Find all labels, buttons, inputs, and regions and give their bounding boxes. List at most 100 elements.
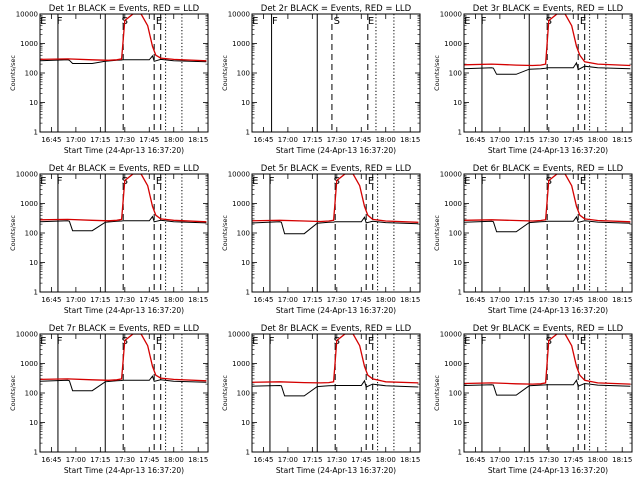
plot-frame bbox=[251, 173, 421, 293]
x-axis-label: Start Time (24-Apr-13 16:37:20) bbox=[488, 306, 608, 315]
x-tick-label: 18:00 bbox=[376, 456, 396, 464]
lld-series-line bbox=[40, 174, 207, 223]
panel-title: Det 1r BLACK = Events, RED = LLD bbox=[49, 4, 200, 14]
x-tick-label: 18:15 bbox=[612, 136, 632, 144]
y-tick-label: 10 bbox=[29, 259, 38, 267]
panel-title: Det 4r BLACK = Events, RED = LLD bbox=[49, 164, 200, 174]
panel-title: Det 2r BLACK = Events, RED = LLD bbox=[261, 4, 412, 14]
lld-series-line bbox=[464, 14, 631, 67]
plot-frame bbox=[39, 173, 209, 293]
detector-panel: Det 3r BLACK = Events, RED = LLD Counts/s… bbox=[433, 4, 633, 155]
x-tick-label: 17:15 bbox=[90, 136, 110, 144]
x-tick-label: 17:30 bbox=[539, 456, 559, 464]
x-tick-label: 18:00 bbox=[376, 136, 396, 144]
y-tick-label: 1 bbox=[246, 129, 250, 137]
x-tick-label: 17:30 bbox=[327, 456, 347, 464]
x-tick-label: 18:00 bbox=[164, 456, 184, 464]
x-tick-label: 18:00 bbox=[164, 296, 184, 304]
y-tick-label: 10000 bbox=[440, 11, 462, 19]
x-tick-label: 18:15 bbox=[188, 136, 208, 144]
event-marker-letter: F bbox=[481, 336, 487, 347]
y-tick-label: 1 bbox=[34, 129, 38, 137]
panel-title: Det 7r BLACK = Events, RED = LLD bbox=[49, 324, 200, 334]
event-marker-letter: E bbox=[464, 176, 470, 187]
x-tick-label: 17:15 bbox=[302, 136, 322, 144]
event-marker-letter: E bbox=[40, 176, 46, 187]
event-marker-letter: E bbox=[464, 16, 470, 27]
events-series-line bbox=[464, 379, 631, 396]
x-tick-label: 17:00 bbox=[490, 296, 510, 304]
y-axis-label: Counts/sec bbox=[221, 375, 229, 411]
event-marker-letter: E bbox=[580, 336, 586, 347]
x-tick-label: 18:00 bbox=[588, 456, 608, 464]
x-tick-label: 17:15 bbox=[514, 296, 534, 304]
y-tick-label: 10000 bbox=[228, 11, 250, 19]
x-tick-label: 18:15 bbox=[612, 456, 632, 464]
x-tick-label: 17:45 bbox=[351, 136, 371, 144]
y-tick-label: 1000 bbox=[20, 360, 38, 368]
event-marker-letter: E bbox=[368, 336, 374, 347]
x-tick-label: 16:45 bbox=[253, 296, 273, 304]
x-tick-label: 18:00 bbox=[588, 296, 608, 304]
x-tick-label: 17:15 bbox=[302, 456, 322, 464]
event-marker-letter: S bbox=[334, 16, 340, 27]
x-tick-label: 17:30 bbox=[115, 456, 135, 464]
x-tick-label: 17:00 bbox=[66, 136, 86, 144]
x-tick-label: 16:45 bbox=[41, 136, 61, 144]
detector-panel: Det 8r BLACK = Events, RED = LLD Counts/s… bbox=[221, 324, 421, 475]
x-tick-label: 16:45 bbox=[253, 136, 273, 144]
x-tick-label: 18:15 bbox=[400, 136, 420, 144]
event-marker-letter: E bbox=[368, 176, 374, 187]
detector-panel: Det 4r BLACK = Events, RED = LLD Counts/s… bbox=[9, 164, 209, 315]
y-tick-label: 1000 bbox=[20, 200, 38, 208]
y-tick-label: 10 bbox=[29, 99, 38, 107]
y-axis-label: Counts/sec bbox=[221, 215, 229, 251]
x-tick-label: 17:45 bbox=[139, 136, 159, 144]
event-marker-letter: F bbox=[272, 16, 278, 27]
events-series-line bbox=[464, 61, 631, 75]
event-marker-letter: F bbox=[57, 176, 63, 187]
x-axis-label: Start Time (24-Apr-13 16:37:20) bbox=[276, 146, 396, 155]
event-marker-letter: F bbox=[269, 176, 275, 187]
event-marker-letter: F bbox=[481, 176, 487, 187]
detector-panel: Det 2r BLACK = Events, RED = LLD Counts/s… bbox=[221, 4, 421, 155]
events-series-line bbox=[40, 375, 207, 392]
x-tick-label: 17:30 bbox=[327, 296, 347, 304]
x-tick-label: 17:15 bbox=[514, 456, 534, 464]
plot-frame bbox=[39, 13, 209, 133]
y-tick-label: 1000 bbox=[20, 40, 38, 48]
y-axis-label: Counts/sec bbox=[9, 375, 17, 411]
panel-title: Det 9r BLACK = Events, RED = LLD bbox=[473, 324, 624, 334]
lld-series-line bbox=[252, 174, 419, 223]
y-tick-label: 1 bbox=[246, 289, 250, 297]
y-tick-label: 1 bbox=[34, 449, 38, 457]
y-tick-label: 1000 bbox=[444, 200, 462, 208]
x-tick-label: 17:00 bbox=[278, 136, 298, 144]
y-tick-label: 10000 bbox=[16, 171, 38, 179]
x-tick-label: 16:45 bbox=[41, 456, 61, 464]
x-tick-label: 18:15 bbox=[188, 296, 208, 304]
x-axis-label: Start Time (24-Apr-13 16:37:20) bbox=[276, 466, 396, 475]
events-series-line bbox=[252, 216, 419, 235]
y-tick-label: 10 bbox=[241, 99, 250, 107]
y-tick-label: 100 bbox=[25, 230, 38, 238]
x-tick-label: 17:30 bbox=[115, 136, 135, 144]
x-tick-label: 17:15 bbox=[302, 296, 322, 304]
x-tick-label: 16:45 bbox=[465, 136, 485, 144]
x-tick-label: 17:00 bbox=[490, 136, 510, 144]
events-series-line bbox=[40, 215, 207, 232]
x-tick-label: 18:00 bbox=[376, 296, 396, 304]
lld-series-line bbox=[40, 334, 207, 382]
event-marker-letter: E bbox=[156, 16, 162, 27]
x-tick-label: 17:45 bbox=[139, 296, 159, 304]
event-marker-letter: E bbox=[252, 16, 258, 27]
x-axis-label: Start Time (24-Apr-13 16:37:20) bbox=[64, 146, 184, 155]
x-tick-label: 17:30 bbox=[539, 136, 559, 144]
y-tick-label: 100 bbox=[25, 70, 38, 78]
y-tick-label: 100 bbox=[237, 390, 250, 398]
events-series-line bbox=[252, 379, 419, 397]
y-tick-label: 100 bbox=[25, 390, 38, 398]
detector-panel: Det 7r BLACK = Events, RED = LLD Counts/s… bbox=[9, 324, 209, 475]
lld-series-line bbox=[464, 334, 631, 385]
detector-panel: Det 5r BLACK = Events, RED = LLD Counts/s… bbox=[221, 164, 421, 315]
